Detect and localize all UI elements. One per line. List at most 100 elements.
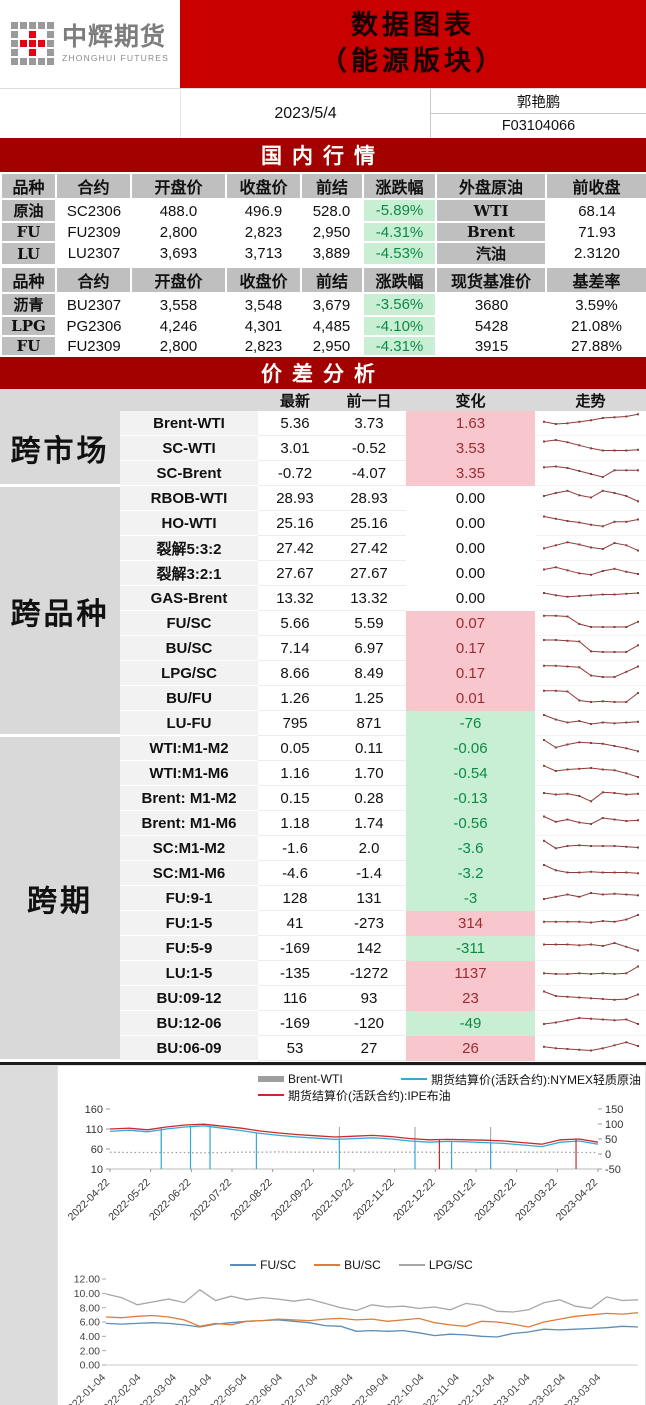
spread-trend — [535, 960, 646, 986]
cell-contract: FU2309 — [67, 337, 121, 355]
analyst-box: 郭艳鹏 F03104066 — [430, 89, 646, 138]
group-label: 跨市场 — [0, 411, 120, 487]
trend-sparkline — [542, 592, 639, 598]
table-row: LU LU2307 3,693 3,713 3,889 -4.53% 汽油 2.3120 — [0, 241, 646, 266]
spread-prev: 3.73 — [332, 411, 406, 436]
column-header: 品种 — [0, 172, 57, 200]
svg-text:10: 10 — [91, 1164, 103, 1176]
cell-basis: 27.88% — [571, 337, 622, 355]
logo-square — [19, 40, 27, 47]
spread-label: RBOB-WTI — [120, 485, 258, 511]
info-spacer — [0, 89, 180, 138]
logo-square — [28, 40, 36, 47]
legend-item: BU/SC — [314, 1258, 381, 1272]
spread-label: GAS-Brent — [120, 585, 258, 611]
spread-change: 3.53 — [406, 435, 535, 461]
spread-row: Brent: M1-M6 1.18 1.74 -0.56 — [0, 810, 646, 836]
spread-latest: 41 — [258, 910, 332, 936]
spread-label: BU:12-06 — [120, 1010, 258, 1036]
spread-label: HO-WTI — [120, 510, 258, 536]
trend-sparkline — [542, 566, 639, 576]
spread-label: BU:09-12 — [120, 985, 258, 1011]
cell-chg: -3.56% — [362, 292, 437, 317]
spread-label: SC:M1-M6 — [120, 860, 258, 886]
cell-chg: -4.31% — [362, 335, 437, 357]
trend-sparkline — [542, 942, 639, 952]
spread-row: FU:5-9 -169 142 -311 — [0, 935, 646, 961]
cell-ext_val: 71.93 — [578, 223, 616, 241]
trend-sparkline — [542, 515, 639, 528]
spread-label: SC-WTI — [120, 435, 258, 461]
trend-sparkline — [542, 739, 639, 753]
trend-sparkline — [542, 764, 639, 778]
spread-trend — [535, 485, 646, 511]
logo-square — [46, 31, 54, 38]
cell-basis: 21.08% — [571, 317, 622, 335]
svg-text:8.00: 8.00 — [80, 1302, 101, 1314]
spread-trend — [535, 985, 646, 1011]
logo-square — [10, 31, 18, 38]
spread-latest: -135 — [258, 960, 332, 986]
spread-trend — [535, 885, 646, 911]
spread-trend — [535, 685, 646, 711]
cell-spot: 3915 — [474, 337, 509, 355]
spread-change: -3 — [406, 885, 535, 911]
cell-variety: LPG — [0, 315, 57, 337]
group-label: 跨期 — [0, 735, 120, 1062]
column-header: 开盘价 — [130, 266, 227, 294]
legend-swatch-icon — [230, 1264, 257, 1266]
cell-close: 2,823 — [244, 223, 283, 241]
spread-latest: -0.72 — [258, 460, 332, 486]
table-row: LPG PG2306 4,246 4,301 4,485 -4.10% 5428 21.08% — [0, 315, 646, 337]
spread-prev: 0.28 — [332, 785, 406, 811]
spread-prev: 1.70 — [332, 760, 406, 786]
cell-spot: 5428 — [474, 317, 509, 335]
svg-text:2.00: 2.00 — [80, 1345, 101, 1357]
spread-trend — [535, 1010, 646, 1036]
legend-label: FU/SC — [260, 1258, 297, 1272]
spread-latest: -4.6 — [258, 860, 332, 886]
column-header: 基差率 — [545, 266, 646, 294]
trend-sparkline — [542, 1017, 639, 1025]
spread-trend — [535, 810, 646, 836]
cell-chg: -4.10% — [362, 315, 437, 337]
trend-sparkline — [542, 914, 639, 924]
spread-prev: 131 — [332, 885, 406, 911]
report-title-line1: 数据图表 — [351, 9, 475, 41]
spread-label: Brent: M1-M6 — [120, 810, 258, 836]
spread-trend — [535, 910, 646, 936]
spread-trend — [535, 560, 646, 586]
legend-item: LPG/SC — [398, 1258, 473, 1272]
spread-row: BU:06-09 53 27 26 — [0, 1035, 646, 1061]
trend-sparkline — [542, 465, 639, 478]
svg-text:2023-02-22: 2023-02-22 — [472, 1177, 519, 1224]
spread-label: LPG/SC — [120, 660, 258, 686]
spread-label: Brent-WTI — [120, 411, 258, 436]
spread-row: 跨品种 RBOB-WTI 28.93 28.93 0.00 — [0, 485, 646, 737]
spread-trend — [535, 710, 646, 736]
spread-latest: 116 — [258, 985, 332, 1011]
spread-row: BU/FU 1.26 1.25 0.01 — [0, 685, 646, 711]
legend-swatch-icon — [258, 1076, 284, 1082]
group-label: 跨品种 — [0, 485, 120, 737]
spread-prev: -4.07 — [332, 460, 406, 486]
report-header: 中辉期货 ZHONGHUI FUTURES 数据图表 （能源版块） — [0, 0, 646, 88]
column-header: 品种 — [0, 266, 57, 294]
spread-row: HO-WTI 25.16 25.16 0.00 — [0, 510, 646, 536]
spread-latest: 128 — [258, 885, 332, 911]
spread-change: -0.54 — [406, 760, 535, 786]
cell-chg: -4.31% — [362, 221, 437, 243]
spread-trend — [535, 1035, 646, 1061]
spread-prev: 28.93 — [332, 485, 406, 511]
spread-trend — [535, 435, 646, 461]
report-title: 数据图表 （能源版块） — [180, 0, 646, 88]
svg-text:100: 100 — [605, 1119, 623, 1131]
spread-latest: 27.67 — [258, 560, 332, 586]
svg-text:4.00: 4.00 — [80, 1331, 101, 1343]
cell-prev: 2,950 — [312, 223, 351, 241]
trend-sparkline — [542, 791, 639, 803]
logo-square — [10, 22, 18, 29]
logo-square — [37, 22, 45, 29]
header-row: 品种 合约 开盘价 收盘价 前结 涨跌幅 现货基准价 基差率 — [0, 266, 646, 294]
section-spread-title: 价差分析 — [0, 357, 646, 389]
